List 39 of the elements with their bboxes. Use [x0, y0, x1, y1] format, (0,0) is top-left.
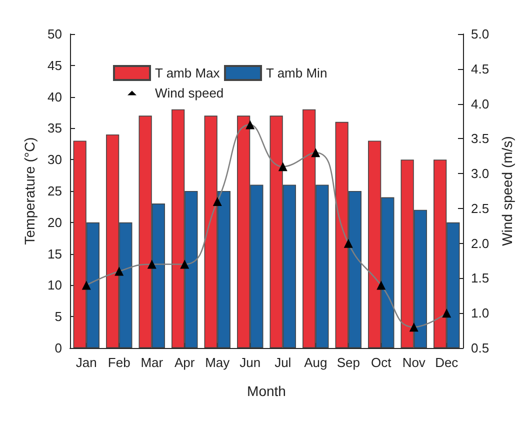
y-tick-label: 25 — [48, 184, 62, 198]
x-tick-label: Mar — [140, 355, 164, 370]
x-tick-label: Oct — [371, 355, 392, 370]
y-tick-label: 5 — [54, 309, 62, 324]
x-tick-label: Jan — [76, 355, 97, 370]
x-axis-title: Month — [247, 383, 286, 399]
y-axis-title: Temperature (°C) — [22, 137, 38, 245]
y-tick-label: 20 — [48, 214, 62, 230]
y2-tick-label: 3.5 — [471, 131, 490, 146]
y2-axis-title: Wind speed (m/s) — [498, 136, 515, 246]
y-tick-label: 50 — [48, 26, 62, 42]
x-tick-label: Apr — [174, 355, 196, 370]
y-tick-label: 45 — [48, 58, 62, 73]
y2-tick-label: 1.0 — [471, 306, 490, 321]
y2-tick-label: 2.0 — [471, 236, 490, 251]
legend-label: Wind speed — [155, 86, 224, 100]
y2-tick-label: 5.0 — [471, 26, 490, 42]
legend-label: T amb Min — [266, 66, 328, 80]
x-tick-label: Nov — [402, 355, 426, 370]
x-tick-label: Feb — [108, 355, 130, 370]
y2-tick-label: 3.0 — [471, 166, 490, 182]
y-tick-label: 0 — [54, 340, 62, 356]
x-tick-label: Jul — [274, 355, 292, 370]
y-tick-label: 15 — [48, 246, 62, 262]
y2-tick-label: 4.0 — [471, 96, 490, 112]
y2-tick-label: 2.5 — [471, 200, 490, 216]
y-tick-label: 40 — [48, 89, 62, 104]
x-tick-label: Jun — [240, 355, 261, 370]
x-tick-label: Dec — [435, 355, 459, 370]
y-tick-label: 10 — [48, 278, 62, 293]
x-tick-label: Aug — [304, 355, 328, 370]
y2-tick-label: 1.5 — [471, 270, 490, 286]
legend-label: T amb Max — [155, 66, 220, 80]
y-tick-label: 30 — [48, 152, 62, 168]
x-tick-label: May — [205, 355, 230, 370]
y2-tick-label: 4.5 — [471, 61, 490, 76]
y2-tick-label: 0.5 — [471, 340, 490, 356]
x-tick-label: Sep — [336, 355, 360, 370]
y-tick-label: 35 — [48, 120, 62, 136]
